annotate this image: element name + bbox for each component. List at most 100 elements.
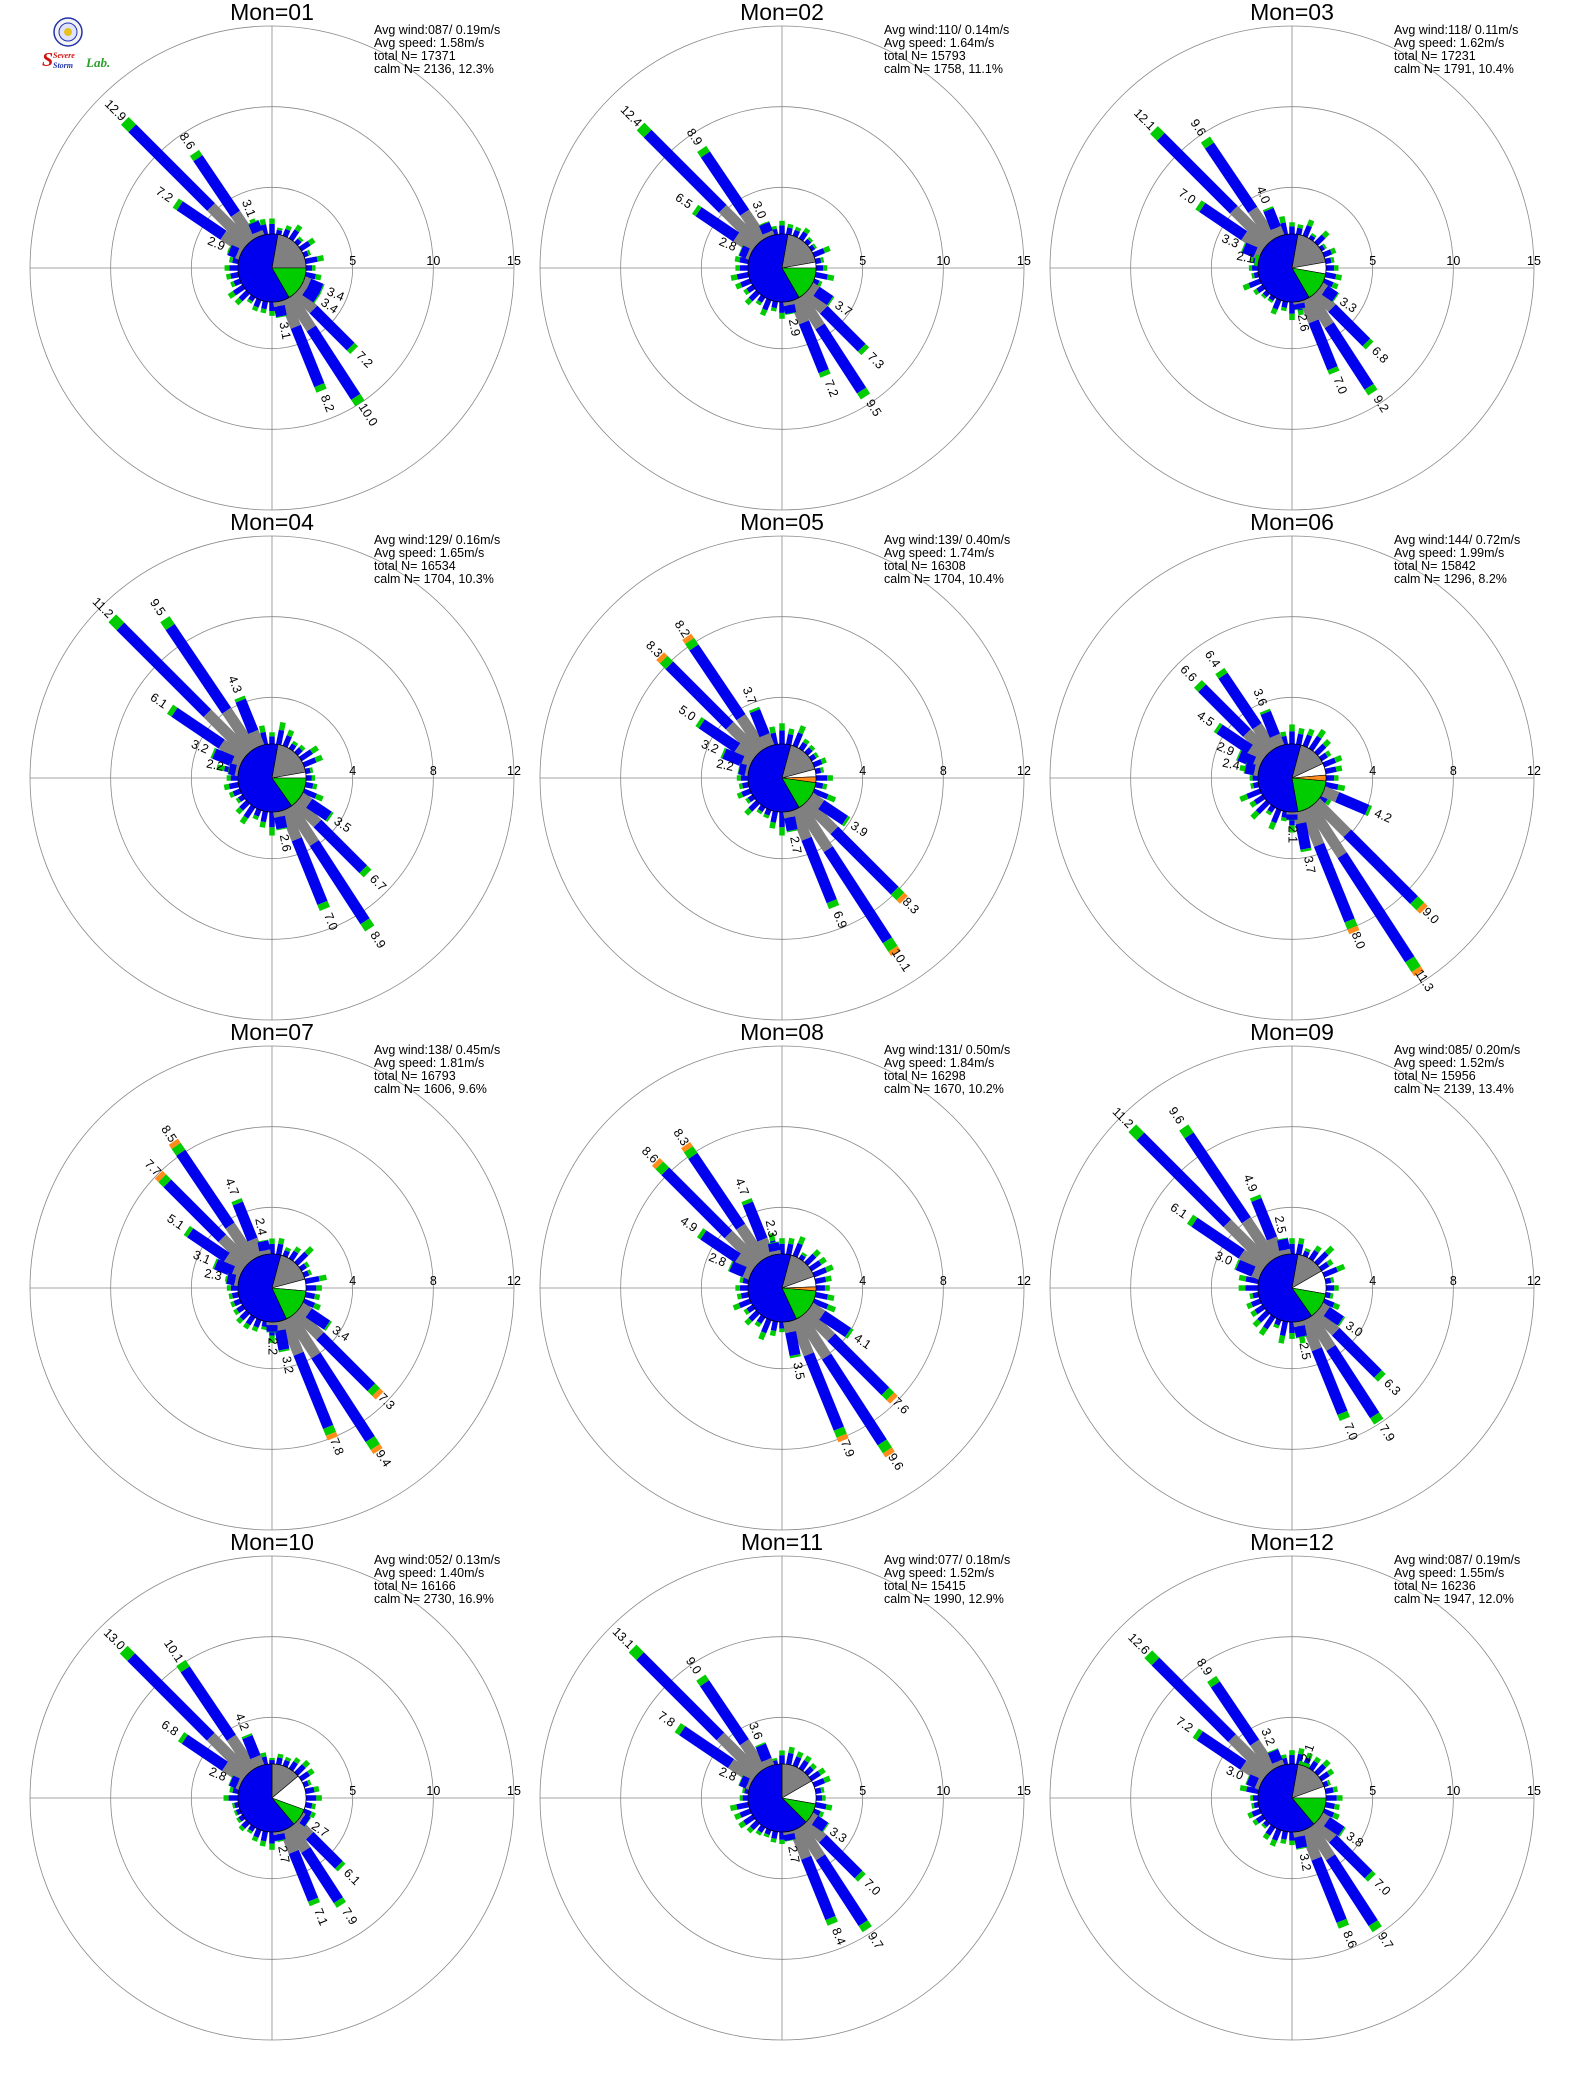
bar-main-segment — [165, 623, 232, 714]
windrose-panel: Mon=01 5 10 15 12.9 8.6 7.2 3.1 2.9 10.0 8.2 7.2 3.4… — [29, 0, 521, 511]
minor-bar-tip — [794, 226, 802, 232]
minor-bar-tip — [1246, 1302, 1253, 1310]
bar-value-label: 2.8 — [717, 1764, 739, 1784]
minor-bar — [282, 228, 291, 238]
bar-high-segment — [1213, 722, 1223, 734]
minor-bar-tip — [309, 767, 314, 774]
bar-value-label: 6.8 — [1369, 344, 1391, 366]
bar-main-segment — [248, 220, 263, 235]
bar-main-segment — [1328, 1834, 1373, 1879]
bar-main-segment — [311, 1352, 375, 1443]
minor-bar-tip — [1242, 283, 1251, 291]
bar-value-label: 7.9 — [339, 1905, 360, 1927]
bar-main-segment — [274, 815, 288, 830]
bar-high-segment — [166, 704, 178, 717]
stat-total-n: total N= 17231 — [1394, 49, 1476, 63]
minor-bar — [812, 248, 826, 258]
bar-value-label: 5.0 — [676, 703, 698, 724]
minor-bar-tip — [787, 728, 795, 735]
minor-bar — [1322, 1266, 1338, 1278]
bar-high-segment — [827, 295, 835, 306]
tick-label: 10 — [1446, 1784, 1460, 1798]
bar-main-segment — [1324, 322, 1374, 390]
minor-bar — [275, 1243, 284, 1256]
bar-high-segment — [351, 393, 365, 407]
minor-bar — [294, 238, 302, 246]
bar-high-segment — [825, 1915, 838, 1926]
minor-bar — [748, 290, 760, 302]
bar-high-segment — [183, 1225, 194, 1238]
minor-bar-tip — [228, 256, 234, 263]
minor-bar-tip — [309, 1811, 316, 1819]
minor-bar-tip — [1326, 1768, 1335, 1777]
minor-bar — [302, 1780, 310, 1788]
bar-high-segment — [160, 616, 175, 631]
minor-bar-tip — [1310, 233, 1317, 238]
panel-title: Mon=07 — [230, 1019, 314, 1045]
minor-bar-tip — [216, 764, 226, 772]
bar-high-segment — [1365, 804, 1373, 817]
bar-value-label: 2.1 — [1286, 826, 1300, 843]
tick-label: 10 — [426, 254, 440, 268]
minor-bar — [1280, 222, 1289, 236]
bar-main-segment — [1191, 1217, 1245, 1259]
bar-main-segment — [309, 840, 370, 925]
bar-value-label: 11.2 — [1110, 1105, 1136, 1131]
stat-total-n: total N= 16793 — [374, 1069, 456, 1083]
bar-value-label: 2.2 — [715, 757, 735, 774]
bar-high-segment — [119, 1645, 136, 1662]
bar-high-segment — [231, 1198, 243, 1206]
center-pie-slice — [747, 1763, 807, 1833]
bar-main-segment — [1196, 1731, 1247, 1770]
bar-main-segment — [257, 1240, 271, 1252]
bar-main-segment — [301, 1847, 343, 1904]
minor-bar-tip — [314, 1293, 321, 1301]
minor-bar — [748, 800, 760, 812]
bar-high-segment — [659, 655, 674, 670]
minor-bar — [814, 781, 824, 789]
bar-value-label: 3.0 — [750, 199, 770, 220]
bar-extreme-segment — [896, 892, 908, 904]
bar-value-label: 6.9 — [830, 909, 850, 930]
bar-high-segment — [845, 1328, 854, 1339]
bar-high-segment — [359, 865, 372, 878]
minor-bar — [228, 781, 240, 790]
minor-bar-tip — [730, 274, 738, 281]
bar-value-label: 2.7 — [787, 835, 804, 855]
minor-bar — [739, 256, 750, 265]
minor-bar-tip — [732, 1303, 741, 1311]
minor-bar — [761, 1318, 772, 1334]
minor-bar — [233, 1298, 242, 1307]
minor-bar — [304, 1291, 316, 1300]
minor-bar-tip — [1304, 1247, 1311, 1253]
minor-bar — [812, 788, 829, 800]
center-pie-slice — [237, 233, 290, 303]
bar-value-label: 3.5 — [790, 1361, 807, 1381]
minor-bar-tip — [1247, 1811, 1254, 1819]
minor-bar-tip — [820, 767, 825, 774]
bar-high-segment — [1128, 1124, 1145, 1141]
minor-bar-tip — [1268, 821, 1277, 831]
bar-value-label: 2.8 — [707, 1250, 729, 1270]
bar-value-label: 8.6 — [1340, 1929, 1360, 1950]
minor-bar-tip — [817, 280, 823, 287]
bar-main-segment — [128, 124, 215, 211]
minor-bar-tip — [758, 1331, 767, 1341]
minor-bar-tip — [314, 273, 322, 281]
bar-main-segment — [273, 1833, 286, 1842]
stat-total-n: total N= 15956 — [1394, 1069, 1476, 1083]
bar-extreme-segment — [168, 1138, 181, 1149]
minor-bar — [261, 1320, 269, 1328]
minor-bar — [814, 1801, 827, 1810]
minor-bar-tip — [801, 1252, 808, 1258]
minor-bar — [1253, 794, 1266, 805]
stat-total-n: total N= 16298 — [884, 1069, 966, 1083]
bar-value-label: 3.0 — [1213, 1248, 1235, 1268]
minor-bar — [740, 278, 752, 288]
center-pie-slice — [747, 743, 800, 813]
bar-high-segment — [695, 717, 705, 729]
minor-bar-tip — [223, 783, 230, 791]
minor-bar-tip — [729, 1804, 738, 1811]
